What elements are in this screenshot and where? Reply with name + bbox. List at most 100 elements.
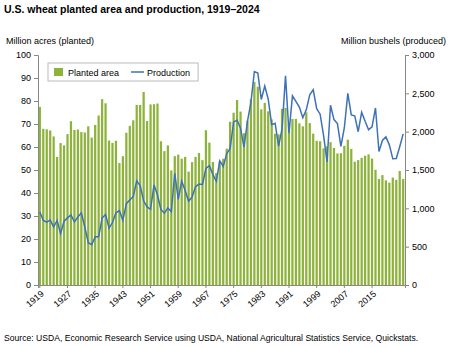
bar [49, 130, 51, 285]
tick-label: 40 [21, 188, 31, 198]
bar [322, 148, 324, 285]
tick-mark [67, 285, 68, 288]
axis-line [406, 56, 410, 286]
legend-box [48, 63, 198, 81]
bar [191, 162, 193, 285]
tick: 1967 [190, 285, 212, 309]
tick: 1919 [24, 285, 46, 309]
bar [187, 172, 189, 285]
tick: 1943 [107, 285, 129, 309]
bar [77, 130, 79, 285]
tick: 1959 [162, 285, 184, 309]
tick-mark [150, 285, 151, 288]
bar [170, 170, 172, 285]
tick-label: 1959 [162, 289, 184, 310]
y-axis: 0102030405060708090100 [16, 50, 39, 290]
y2-axis: 05001,0001,5002,0002,5003,000 [405, 50, 435, 290]
bar [378, 179, 380, 285]
tick: 10 [21, 257, 38, 267]
bar [194, 157, 196, 285]
bar [371, 159, 373, 286]
bar [354, 162, 356, 285]
bar [277, 134, 279, 285]
tick-label: 1983 [245, 289, 267, 310]
tick-mark [34, 193, 38, 194]
tick-label: 2,500 [412, 89, 435, 99]
bar [177, 155, 179, 285]
bar [271, 119, 273, 285]
bar [253, 82, 255, 285]
bar [232, 113, 234, 285]
bar [347, 140, 349, 285]
tick: 20 [21, 234, 38, 244]
tick-label: 0 [26, 280, 31, 290]
bar [257, 87, 259, 285]
tick-label: 1975 [218, 289, 240, 310]
bar [198, 153, 200, 285]
bar [226, 149, 228, 285]
bar [350, 149, 352, 285]
legend-swatch [131, 71, 144, 73]
bar [239, 112, 241, 285]
bar [288, 124, 290, 285]
bar [205, 130, 207, 285]
bar [329, 142, 331, 285]
bars [39, 82, 405, 285]
bar [59, 143, 61, 285]
bar [163, 151, 165, 285]
tick-label: 80 [21, 96, 31, 106]
tick-label: 1991 [273, 289, 295, 310]
tick-mark [34, 216, 38, 217]
tick-mark [405, 208, 409, 209]
bar [364, 156, 366, 285]
tick: 1927 [52, 285, 74, 309]
plot: 010203040506070809010005001,0001,5002,00… [16, 50, 435, 309]
bar [87, 126, 89, 285]
tick: 40 [21, 188, 38, 198]
bar [94, 125, 96, 285]
tick-mark [95, 285, 96, 288]
tick: 60 [21, 142, 38, 152]
tick-label: 10 [21, 257, 31, 267]
bar [361, 158, 363, 285]
tick-label: 20 [21, 234, 31, 244]
bar [70, 121, 72, 285]
tick-label: 1951 [135, 289, 157, 310]
bar [91, 138, 93, 285]
bar [212, 162, 214, 285]
bar [108, 141, 110, 285]
bar [402, 179, 404, 285]
bar [357, 160, 359, 285]
tick-label: 50 [21, 165, 31, 175]
marks [39, 71, 405, 285]
bar [250, 99, 252, 285]
bar [39, 107, 41, 285]
tick-mark [34, 147, 38, 148]
bar [184, 157, 186, 285]
bar [66, 134, 68, 285]
tick: 100 [16, 50, 38, 60]
source: Source: USDA, Economic Research Service … [4, 333, 418, 343]
bar [215, 173, 217, 285]
bar [295, 119, 297, 285]
tick-label: 90 [21, 73, 31, 83]
bar [63, 145, 65, 285]
bar [118, 163, 120, 285]
tick-mark [405, 132, 409, 133]
tick: 1975 [218, 285, 240, 309]
legend-label: Production [147, 68, 190, 78]
bar [395, 180, 397, 285]
tick: 3,000 [405, 50, 435, 60]
bar [388, 183, 390, 285]
tick-label: 70 [21, 119, 31, 129]
legend: Planted areaProduction [48, 63, 198, 81]
bar [73, 130, 75, 285]
tick: 500 [405, 242, 427, 252]
bar [80, 132, 82, 285]
tick: 1935 [79, 285, 101, 309]
tick: 0 [405, 280, 417, 290]
bar [312, 134, 314, 285]
axis-line [34, 56, 39, 286]
bar [305, 112, 307, 285]
bar [84, 133, 86, 285]
